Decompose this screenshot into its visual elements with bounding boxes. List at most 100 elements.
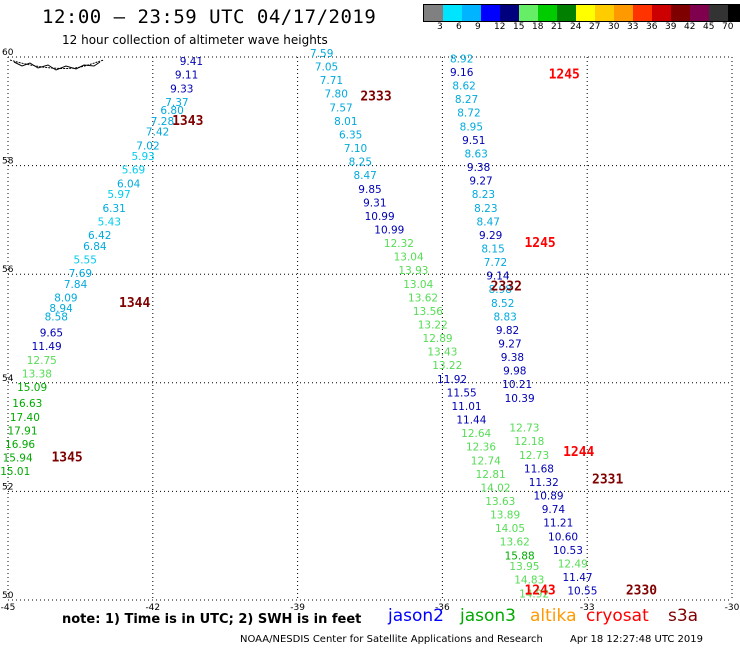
lon-tick-label: -33 (580, 603, 595, 613)
wave-height-reading: 15.88 (505, 550, 535, 562)
wave-height-reading: 7.57 (329, 102, 352, 114)
wave-height-reading: 7.84 (64, 279, 88, 291)
wave-height-reading: 6.42 (88, 230, 111, 242)
lat-tick-label: 58 (2, 157, 14, 167)
wave-height-reading: 9.11 (175, 70, 198, 82)
pass-number-label: 2333 (360, 89, 391, 104)
wave-height-reading: 9.31 (363, 197, 386, 209)
wave-height-reading: 8.92 (450, 53, 473, 65)
map-grid (7, 56, 733, 601)
wave-height-reading: 5.97 (107, 189, 130, 201)
wave-height-reading: 6.04 (117, 178, 141, 190)
track-middle: 7.597.057.717.807.578.016.357.108.258.47… (310, 48, 549, 600)
wave-height-reading: 9.16 (450, 67, 474, 79)
wave-height-reading: 8.62 (452, 81, 475, 93)
wave-height-reading: 8.95 (460, 121, 483, 133)
wave-height-reading: 16.96 (5, 439, 35, 451)
pass-number-label: 1245 (524, 236, 555, 251)
wave-height-reading: 16.63 (12, 398, 42, 410)
wave-height-reading: 9.51 (462, 135, 485, 147)
wave-height-reading: 12.81 (476, 469, 506, 481)
wave-height-reading: 11.68 (524, 463, 554, 475)
wave-height-reading: 14.05 (495, 523, 525, 535)
wave-height-reading: 13.62 (408, 292, 438, 304)
legend-swatch (633, 5, 652, 21)
legend-swatch (538, 5, 557, 21)
wave-height-reading: 12.89 (423, 333, 453, 345)
legend-label: 36 (646, 22, 658, 32)
legend-label: 30 (608, 22, 620, 32)
wave-height-reading: 7.28 (151, 116, 174, 128)
wave-height-reading: 10.55 (567, 586, 597, 598)
wave-height-reading: 9.14 (486, 271, 510, 283)
legend-swatch (595, 5, 614, 21)
legend-label: 18 (532, 22, 544, 32)
pass-number-label: 1344 (119, 296, 150, 311)
wave-height-reading: 12.32 (384, 238, 414, 250)
legend-swatch (481, 5, 500, 21)
wave-height-reading: 9.38 (467, 162, 490, 174)
wave-height-reading: 12.74 (471, 455, 501, 467)
satellite-tracks: 9.41 9.119.33 7.376.807.287.427.025.93 5.69… (0, 48, 597, 600)
wave-height-reading: 7.59 (310, 48, 333, 60)
wave-height-reading: 7.42 (146, 127, 169, 139)
wave-height-reading: 7.02 (136, 140, 159, 152)
wave-height-reading: 8.09 (54, 292, 77, 304)
wave-height-reading: 9.85 (358, 184, 381, 196)
pass-number-label: 2332 (491, 279, 522, 294)
wave-height-reading: 13.43 (427, 347, 457, 359)
wave-height-reading: 10.39 (505, 393, 535, 405)
wave-height-reading: 5.69 (122, 165, 145, 177)
wave-height-reading: 7.71 (320, 75, 343, 87)
wave-height-reading: 13.04 (403, 279, 433, 291)
legend-label: 21 (551, 22, 563, 32)
legend-label: 39 (665, 22, 677, 32)
wave-height-reading: 10.89 (534, 491, 564, 503)
wave-height-reading: 13.95 (509, 561, 539, 573)
wave-height-reading: 8.23 (474, 203, 497, 215)
legend-label: 9 (475, 22, 481, 32)
wave-height-reading: 13.04 (394, 252, 424, 264)
lon-tick-label: -42 (145, 603, 160, 613)
pass-number-label: 1243 (524, 584, 555, 599)
track-east: 8.929.168.628.278.728.959.518.639.389.27… (450, 53, 597, 597)
wave-height-reading: 9.33 (170, 83, 193, 95)
legend-label: 70 (722, 22, 734, 32)
wave-height-reading: 6.31 (102, 203, 125, 215)
wave-height-reading: 8.52 (491, 298, 514, 310)
pass-number-label: 1343 (172, 114, 203, 129)
wave-height-reading: 11.92 (437, 374, 467, 386)
wave-height-reading: 12.73 (509, 423, 539, 435)
legend-label: 42 (684, 22, 696, 32)
wave-height-reading: 11.32 (529, 477, 559, 489)
wave-height-reading: 11.01 (452, 401, 482, 413)
wave-height-reading: 13.89 (490, 510, 520, 522)
wave-height-reading: 6.35 (339, 129, 362, 141)
satellite-name-s3a: s3a (668, 606, 699, 626)
wave-height-reading: 14.92 (519, 588, 549, 600)
legend-swatch (519, 5, 538, 21)
wave-height-reading: 9.38 (501, 352, 524, 364)
wave-height-reading: 12.75 (27, 355, 57, 367)
wave-height-reading: 12.73 (519, 450, 549, 462)
wave-height-reading: 17.91 (7, 425, 37, 437)
wave-height-reading: 8.72 (457, 108, 480, 120)
wave-height-reading: 12.18 (514, 436, 544, 448)
wave-height-reading: 13.93 (398, 265, 428, 277)
pass-number-label: 2330 (626, 584, 657, 599)
wave-height-reading: 7.72 (484, 257, 507, 269)
wave-height-reading: 15.01 (0, 466, 30, 478)
wave-height-reading: 8.58 (45, 311, 68, 323)
lon-tick-label: -30 (725, 603, 740, 613)
pass-number-label: 1345 (51, 451, 82, 466)
wave-height-reading: 15.09 (17, 382, 47, 394)
footer-timestamp: Apr 18 12:27:48 UTC 2019 (570, 634, 703, 645)
wave-height-reading: 13.22 (432, 360, 462, 372)
legend-label: 45 (703, 22, 715, 32)
wave-height-reading: 5.55 (74, 254, 97, 266)
legend-swatch (443, 5, 462, 21)
wave-height-reading: 8.98 (489, 284, 512, 296)
page-title: 12:00 — 23:59 UTC 04/17/2019 (42, 6, 377, 28)
footer: NOAA/NESDIS Center for Satellite Applica… (240, 634, 703, 645)
wave-height-reading: 11.47 (563, 572, 593, 584)
